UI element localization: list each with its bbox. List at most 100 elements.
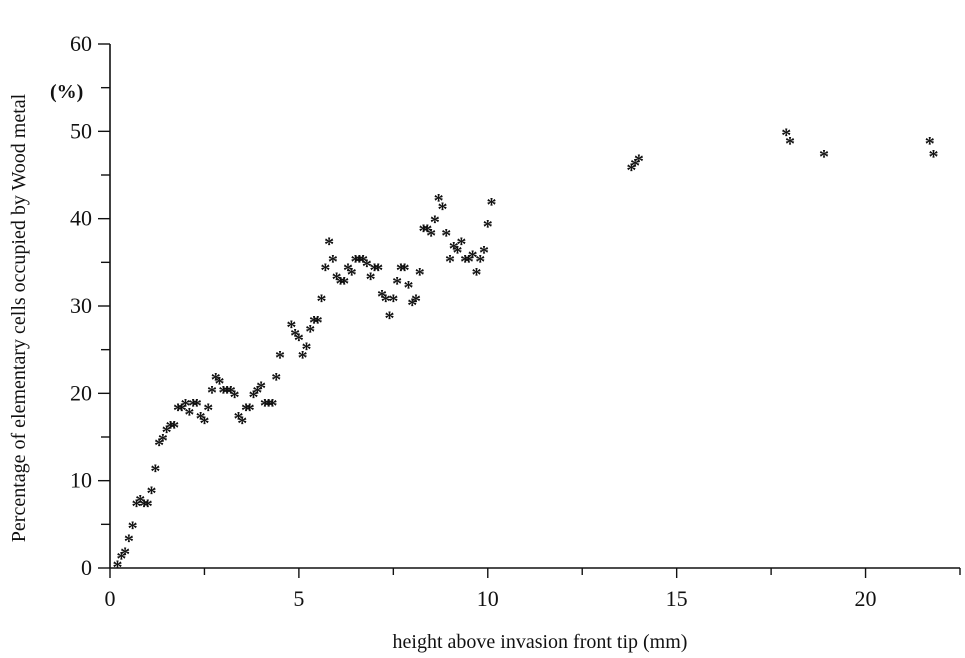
data-point: * [456,234,466,256]
data-point: * [309,312,319,334]
data-point: * [339,273,349,295]
data-point: * [343,260,353,282]
data-point: * [430,212,440,234]
data-point: * [199,413,209,435]
data-point: * [419,220,429,242]
data-point: * [275,347,285,369]
data-point: * [165,417,175,439]
data-point: * [294,330,304,352]
data-point: * [124,530,134,552]
data-point: * [150,461,160,483]
data-point: * [264,395,274,417]
data-point: * [211,369,221,391]
data-point: * [626,159,636,181]
data-point: * [392,273,402,295]
data-point: * [362,255,372,277]
y-tick-label: 0 [81,555,92,580]
data-point: * [113,557,123,579]
data-point: * [453,242,463,264]
data-point: * [320,260,330,282]
data-point: * [158,430,168,452]
data-point: * [317,290,327,312]
data-point: * [373,260,383,282]
y-tick-label: 60 [70,31,92,56]
data-point: * [192,395,202,417]
data-point: * [226,382,236,404]
y-tick-label: 40 [70,206,92,231]
data-point: * [116,548,126,570]
data-point: * [929,146,939,168]
data-point: * [415,264,425,286]
data-point: * [169,417,179,439]
data-point: * [434,190,444,212]
data-point: * [222,382,232,404]
data-point: * [449,238,459,260]
data-point: * [147,482,157,504]
y-axis-ticks: 0 10 20 30 40 50 60 [70,31,110,580]
data-point: * [305,321,315,343]
data-point: * [271,369,281,391]
data-point: * [483,216,493,238]
data-point: * [313,312,323,334]
data-point: * [286,316,296,338]
data-point: * [396,260,406,282]
data-point: * [154,434,164,456]
data-point: * [785,133,795,155]
data-point: * [139,496,149,518]
data-point: * [403,277,413,299]
data-point: * [135,491,145,513]
data-point: * [207,382,217,404]
data-point: * [347,264,357,286]
data-point: * [184,404,194,426]
data-point: * [369,260,379,282]
data-point: * [143,496,153,518]
data-point: * [426,225,436,247]
data-point: * [407,295,417,317]
x-tick-label: 5 [293,586,304,611]
x-axis-ticks: 0 5 10 15 20 [105,568,961,611]
data-point: * [460,251,470,273]
data-point: * [131,496,141,518]
data-point: * [177,399,187,421]
data-point: * [471,264,481,286]
data-point: * [479,242,489,264]
data-point: * [203,399,213,421]
data-point: * [260,395,270,417]
data-point: * [422,220,432,242]
data-point: * [237,413,247,435]
data-point: * [120,544,130,566]
data-point: * [819,146,829,168]
data-point: * [377,286,387,308]
data-point: * [437,199,447,221]
data-point: * [358,251,368,273]
data-point: * [630,155,640,177]
data-point: * [324,234,334,256]
data-point: * [400,260,410,282]
data-point: * [335,273,345,295]
data-point: * [181,395,191,417]
data-point: * [188,395,198,417]
data-point: * [441,225,451,247]
data-point: * [256,378,266,400]
y-tick-label: 10 [70,468,92,493]
data-point: * [332,268,342,290]
data-point: * [385,308,395,330]
data-point: * [245,399,255,421]
data-point: * [351,251,361,273]
data-point: * [464,251,474,273]
data-point: * [267,395,277,417]
data-point: * [218,382,228,404]
y-tick-label: 30 [70,293,92,318]
data-point: * [781,124,791,146]
data-point: * [252,382,262,404]
data-point: * [230,386,240,408]
x-tick-label: 20 [855,586,877,611]
data-point: * [215,373,225,395]
data-point: * [249,386,259,408]
data-point: * [411,290,421,312]
data-point: * [388,290,398,312]
x-tick-label: 15 [666,586,688,611]
data-point: * [290,325,300,347]
data-point: * [634,151,644,173]
